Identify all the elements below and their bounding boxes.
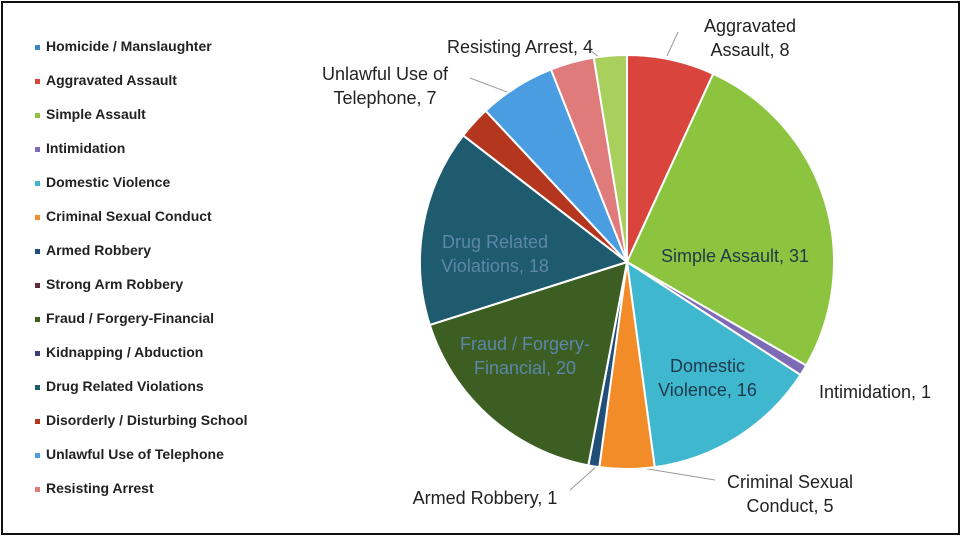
legend-swatch xyxy=(35,44,40,50)
pie-slice xyxy=(625,72,835,367)
legend-swatch xyxy=(35,316,40,322)
pie-slice xyxy=(625,259,802,469)
legend-swatch xyxy=(35,248,40,254)
legend-swatch xyxy=(35,282,40,288)
legend-item: Kidnapping / Abduction xyxy=(35,344,203,360)
legend-label: Resisting Arrest xyxy=(46,480,154,496)
legend-label: Strong Arm Robbery xyxy=(46,276,184,292)
data-label: Armed Robbery, 1 xyxy=(412,488,558,508)
legend-item: Unlawful Use of Telephone xyxy=(35,446,224,462)
legend-label: Aggravated Assault xyxy=(46,72,177,88)
legend-label: Homicide / Manslaughter xyxy=(46,38,212,54)
legend-swatch xyxy=(35,384,40,390)
legend-label: Disorderly / Disturbing School xyxy=(46,412,248,428)
legend-swatch xyxy=(35,486,40,492)
legend-item: Armed Robbery xyxy=(35,242,151,258)
legend-label: Simple Assault xyxy=(46,106,146,122)
legend-item: Criminal Sexual Conduct xyxy=(35,208,212,224)
data-label: Aggravated Assault, 8 xyxy=(703,16,797,60)
legend-item: Strong Arm Robbery xyxy=(35,276,183,292)
legend-swatch xyxy=(35,180,40,186)
data-label: Simple Assault, 31 xyxy=(660,246,810,266)
data-label: Domestic Violence, 16 xyxy=(658,356,757,400)
data-label: Fraud / Forgery-Financial, 20 xyxy=(459,334,591,378)
pie-slice xyxy=(428,260,629,467)
legend-item: Simple Assault xyxy=(35,106,146,122)
data-label: Resisting Arrest, 4 xyxy=(446,37,594,57)
legend-label: Intimidation xyxy=(46,140,126,156)
legend-item: Aggravated Assault xyxy=(35,72,177,88)
legend-label: Unlawful Use of Telephone xyxy=(46,446,224,462)
legend-label: Drug Related Violations xyxy=(46,378,204,394)
legend-swatch xyxy=(35,452,40,458)
legend-swatch xyxy=(35,350,40,356)
legend-item: Domestic Violence xyxy=(35,174,170,190)
legend-label: Criminal Sexual Conduct xyxy=(46,208,212,224)
legend-item: Intimidation xyxy=(35,140,125,156)
legend-label: Kidnapping / Abduction xyxy=(46,344,204,360)
pie-slice xyxy=(419,134,630,327)
data-label: Unlawful Use of Telephone, 7 xyxy=(321,64,449,108)
legend-item: Drug Related Violations xyxy=(35,378,204,394)
data-label: Criminal Sexual Conduct, 5 xyxy=(726,472,854,516)
legend-swatch xyxy=(35,418,40,424)
pie-slice xyxy=(592,53,628,263)
legend-item: Fraud / Forgery-Financial xyxy=(35,310,214,326)
legend-swatch xyxy=(35,112,40,118)
data-label: Intimidation, 1 xyxy=(818,382,932,402)
legend-item: Disorderly / Disturbing School xyxy=(35,412,247,428)
legend-swatch xyxy=(35,146,40,152)
legend-label: Armed Robbery xyxy=(46,242,152,258)
data-label: Drug Related Violations, 18 xyxy=(441,232,549,276)
legend-swatch xyxy=(35,214,40,220)
legend-item: Homicide / Manslaughter xyxy=(35,38,212,54)
legend-label: Domestic Violence xyxy=(46,174,171,190)
legend-swatch xyxy=(35,78,40,84)
legend-label: Fraud / Forgery-Financial xyxy=(46,310,215,326)
legend-item: Resisting Arrest xyxy=(35,480,154,496)
